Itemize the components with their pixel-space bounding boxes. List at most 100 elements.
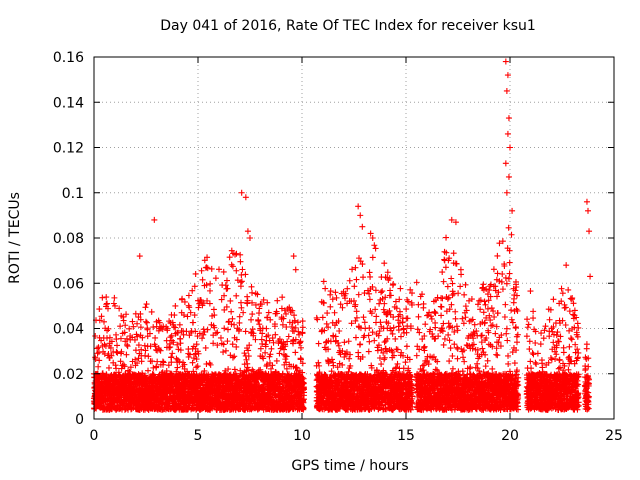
data-point <box>106 334 113 341</box>
data-point <box>366 325 373 332</box>
data-point <box>123 335 130 342</box>
data-point <box>220 349 227 356</box>
data-point <box>124 343 131 350</box>
data-point <box>293 364 300 371</box>
data-point <box>390 281 397 288</box>
data-point <box>237 251 244 258</box>
data-point <box>379 288 386 295</box>
data-point <box>360 314 367 321</box>
data-point <box>144 326 151 333</box>
data-point <box>190 319 197 326</box>
data-point <box>394 346 401 353</box>
data-point <box>382 345 389 352</box>
data-point <box>237 283 244 290</box>
data-point <box>98 313 105 320</box>
data-point <box>207 280 214 287</box>
data-point <box>381 339 388 346</box>
data-point <box>96 317 103 324</box>
data-point <box>132 347 139 354</box>
data-point <box>248 283 255 290</box>
data-point <box>268 365 275 372</box>
data-point <box>113 365 120 372</box>
data-point <box>224 338 231 345</box>
data-point <box>143 301 150 308</box>
data-point <box>129 318 136 325</box>
data-point <box>116 305 123 312</box>
data-point <box>361 319 368 326</box>
data-point <box>99 294 106 301</box>
data-point <box>149 358 156 365</box>
data-point <box>236 313 243 320</box>
data-point <box>299 324 306 331</box>
data-point <box>107 344 114 351</box>
data-point <box>139 334 146 341</box>
data-point <box>117 358 124 365</box>
data-point <box>231 321 238 328</box>
data-point <box>142 304 149 311</box>
data-point <box>262 349 269 356</box>
data-point <box>355 291 362 298</box>
data-point <box>333 294 340 301</box>
data-point <box>137 324 144 331</box>
data-point <box>371 242 378 249</box>
data-point <box>335 342 342 349</box>
data-point <box>341 339 348 346</box>
data-point <box>127 364 134 371</box>
data-point <box>130 323 137 330</box>
data-point <box>203 360 210 367</box>
data-point <box>172 302 179 309</box>
data-point <box>171 312 178 319</box>
data-point <box>366 290 373 297</box>
data-point <box>223 277 230 284</box>
data-point <box>376 300 383 307</box>
data-point <box>256 321 263 328</box>
data-point <box>105 325 112 332</box>
data-point <box>323 320 330 327</box>
data-point <box>352 334 359 341</box>
data-point <box>365 332 372 339</box>
data-point <box>231 366 238 373</box>
data-point <box>98 337 105 344</box>
data-point <box>228 308 235 315</box>
data-point <box>332 289 339 296</box>
data-point <box>378 289 385 296</box>
data-point <box>145 353 152 360</box>
data-point <box>371 337 378 344</box>
data-point <box>131 336 138 343</box>
data-point <box>233 267 240 274</box>
data-point <box>224 326 231 333</box>
data-point <box>263 325 270 332</box>
data-point <box>351 283 358 290</box>
data-point <box>135 342 142 349</box>
data-point <box>374 347 381 354</box>
data-point <box>336 327 343 334</box>
data-point <box>96 357 103 364</box>
data-point <box>228 247 235 254</box>
data-point <box>117 323 124 330</box>
data-point <box>142 347 149 354</box>
data-point <box>206 300 213 307</box>
data-point <box>118 365 125 372</box>
data-point <box>118 348 125 355</box>
data-point <box>366 338 373 345</box>
data-point <box>169 350 176 357</box>
data-point <box>226 254 233 261</box>
data-point <box>248 316 255 323</box>
data-point <box>276 350 283 357</box>
data-point <box>274 297 281 304</box>
data-point <box>194 363 201 370</box>
data-point <box>176 321 183 328</box>
data-point <box>367 273 374 280</box>
data-point <box>92 332 99 339</box>
data-point <box>249 289 256 296</box>
data-point <box>237 258 244 265</box>
data-point <box>217 334 224 341</box>
data-point <box>315 340 322 347</box>
chart-title: Day 041 of 2016, Rate Of TEC Index for r… <box>160 18 536 34</box>
data-point <box>214 329 221 336</box>
data-point <box>114 349 121 356</box>
data-point <box>95 363 102 370</box>
data-point <box>142 318 149 325</box>
data-point <box>126 325 133 332</box>
